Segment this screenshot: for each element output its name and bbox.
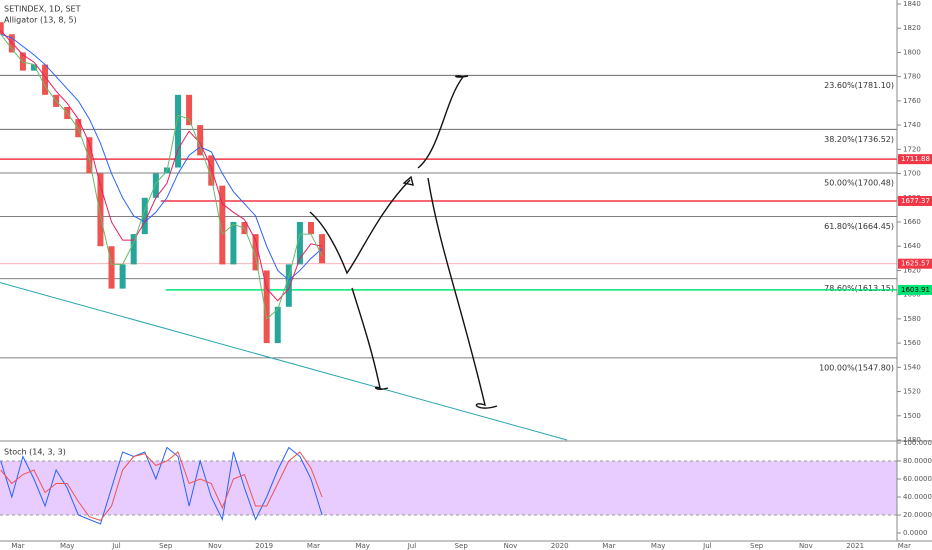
price-tag (898, 258, 932, 269)
x-tick-label: May (355, 542, 369, 550)
candle (208, 155, 215, 186)
fib-label: 78.60%(1613.15) (824, 284, 894, 293)
y-tick-label: 1480 (903, 436, 921, 444)
chart-title: SETINDEX, 1D, SET (4, 5, 81, 14)
price-tag-label: 1677.37 (901, 197, 930, 205)
candle (130, 234, 137, 265)
candle (97, 173, 104, 247)
x-tick-label: Jul (702, 542, 712, 550)
x-tick-label: Nov (504, 542, 518, 550)
y2-tick-label: 100.0000 (903, 439, 932, 447)
y-tick-label: 1720 (903, 145, 921, 153)
x-tick-label: 2021 (846, 542, 864, 550)
drawings (309, 75, 498, 409)
y2-tick-label: 60.0000 (903, 475, 932, 483)
fib-label: 23.60%(1781.10) (824, 81, 894, 90)
candle (186, 94, 193, 126)
drawing (309, 179, 411, 275)
y2-tick-label: 80.0000 (903, 457, 932, 465)
x-tick-label: Jul (407, 542, 417, 550)
x-tick-label: Jul (111, 542, 121, 550)
y-tick-label: 1760 (903, 97, 921, 105)
price-tag (898, 154, 932, 165)
fib-label: 38.20%(1736.52) (824, 135, 894, 144)
candle (296, 222, 303, 265)
x-tick-label: May (60, 542, 74, 550)
y2-tick-label: 40.0000 (903, 493, 932, 501)
trendline (0, 282, 568, 441)
y-tick-label: 1740 (903, 121, 921, 129)
y-tick-label: 1640 (903, 242, 921, 250)
y-tick-label: 1540 (903, 363, 921, 371)
candle (263, 270, 270, 344)
x-tick-label: Mar (11, 542, 24, 550)
x-tick-label: May (651, 542, 665, 550)
price-tag-label: 1625.57 (901, 260, 930, 268)
x-tick-label: Nov (208, 542, 222, 550)
x-tick-label: 2020 (551, 542, 569, 550)
fib-label: 50.00%(1700.48) (824, 178, 894, 187)
stoch-line (0, 451, 323, 521)
drawing (402, 175, 414, 186)
x-tick-label: Sep (455, 542, 469, 550)
x-tick-label: Mar (898, 542, 911, 550)
price-tag-label: 1711.88 (901, 155, 930, 163)
x-tick-label: Nov (799, 542, 813, 550)
candle (307, 222, 314, 235)
y-tick-label: 1500 (903, 412, 921, 420)
y-tick-label: 1560 (903, 339, 921, 347)
candle (285, 264, 292, 307)
y-tick-label: 1800 (903, 48, 921, 56)
y-tick-label: 1840 (903, 0, 921, 8)
oscillator-label: Stoch (14, 3, 3) (4, 448, 66, 457)
candle (274, 306, 281, 344)
candle (219, 185, 226, 265)
candle (197, 125, 204, 156)
alligator-line (0, 33, 323, 320)
price-tag (898, 195, 932, 206)
y-tick-label: 1580 (903, 315, 921, 323)
y-tick-label: 1820 (903, 24, 921, 32)
price-tag-label: 1603.91 (901, 286, 930, 294)
stoch-band (0, 461, 897, 515)
price-tag (898, 284, 932, 295)
x-tick-label: Mar (307, 542, 320, 550)
candle (119, 264, 126, 289)
x-tick-label: 2019 (255, 542, 273, 550)
drawing (351, 287, 389, 390)
drawing (417, 75, 469, 169)
x-tick-label: Mar (602, 542, 615, 550)
alligator-line (0, 33, 323, 281)
indicator-label: Alligator (13, 8, 5) (4, 16, 77, 25)
y2-tick-label: 20.0000 (903, 511, 932, 519)
candle (175, 94, 182, 168)
candle (0, 22, 4, 35)
y-tick-label: 1520 (903, 388, 921, 396)
fib-label: 100.00%(1547.80) (819, 363, 894, 372)
y-tick-label: 1700 (903, 170, 921, 178)
candle (42, 64, 49, 95)
candle (141, 197, 148, 235)
y-tick-label: 1660 (903, 218, 921, 226)
drawing (427, 177, 498, 409)
candle (152, 173, 159, 198)
alligator-line (0, 30, 323, 302)
candle (30, 64, 37, 71)
y2-tick-label: 0.0000 (903, 529, 928, 537)
x-tick-label: Sep (159, 542, 173, 550)
candle (86, 137, 93, 174)
candle (230, 222, 237, 265)
x-tick-label: Sep (750, 542, 764, 550)
fib-label: 61.80%(1664.45) (824, 222, 894, 231)
candle (108, 246, 115, 289)
y-tick-label: 1620 (903, 266, 921, 274)
candle (252, 234, 259, 271)
y-tick-label: 1780 (903, 73, 921, 81)
